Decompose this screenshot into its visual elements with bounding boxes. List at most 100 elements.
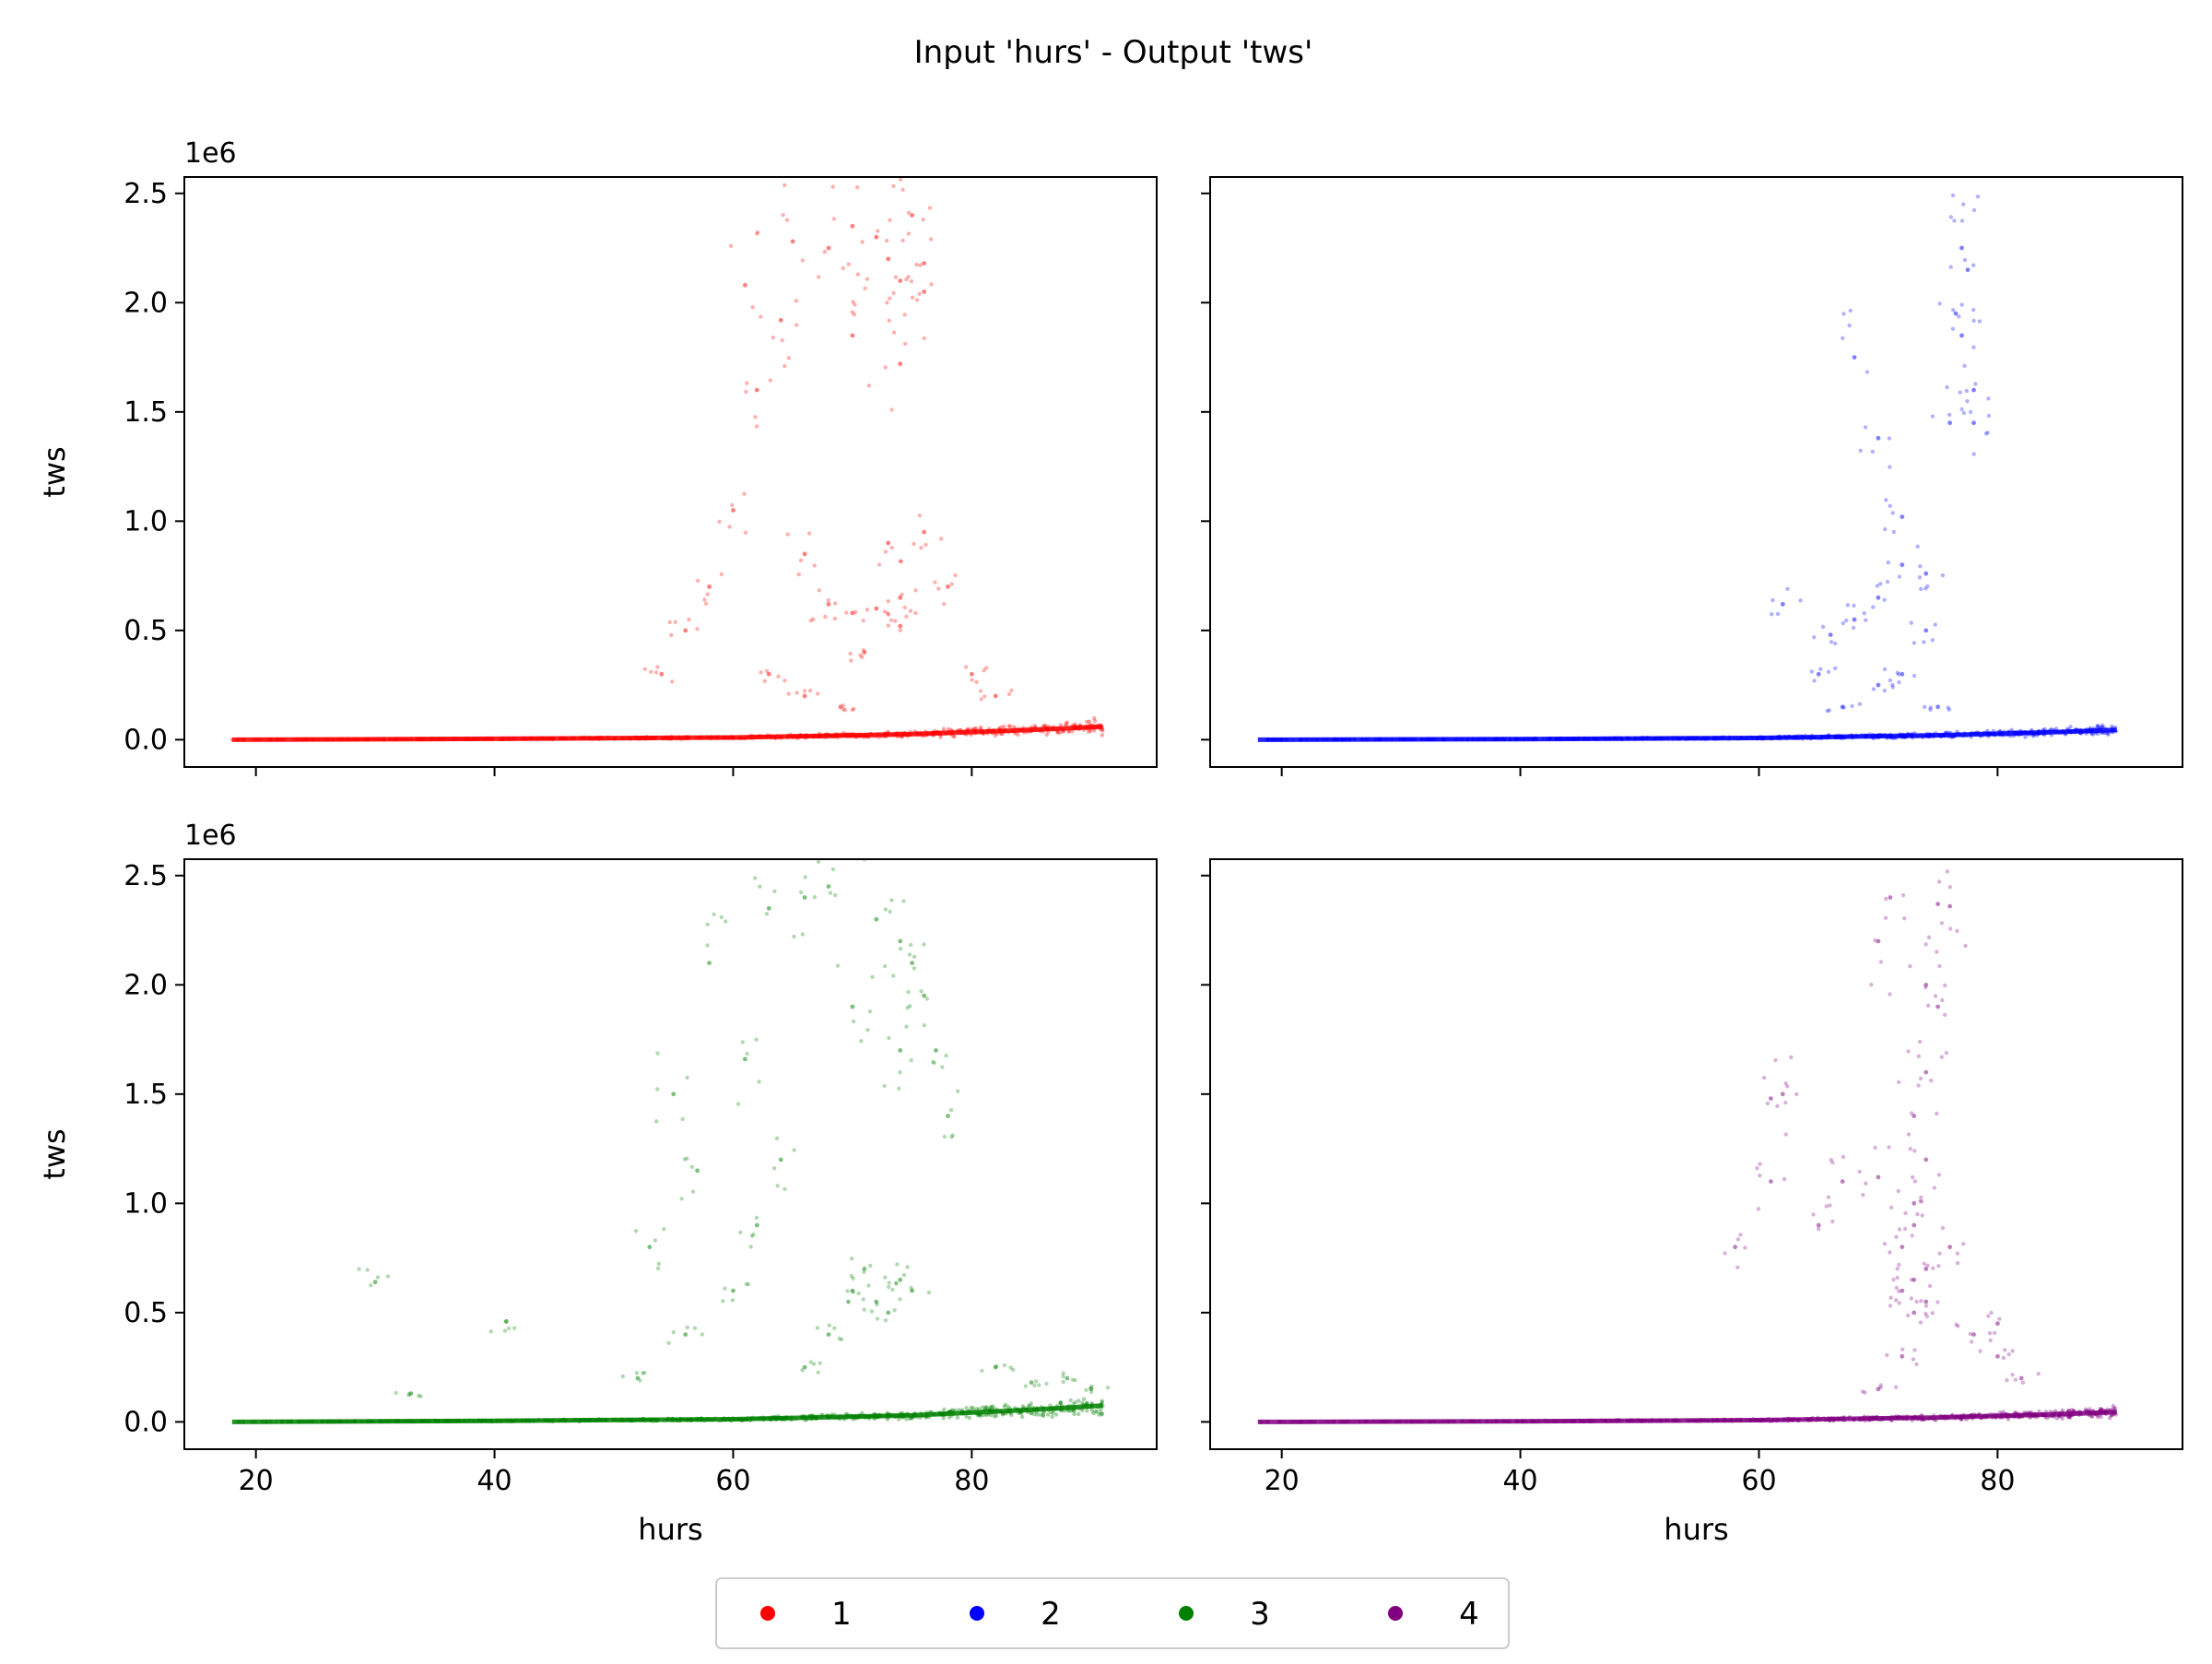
data-point — [1775, 611, 1781, 617]
data-point — [1095, 1410, 1100, 1414]
data-point — [758, 884, 762, 889]
data-point — [1876, 1174, 1881, 1180]
data-point — [1897, 574, 1902, 579]
data-point — [918, 263, 923, 267]
data-point — [666, 1340, 671, 1346]
data-point — [730, 502, 735, 508]
data-point — [1873, 1145, 1877, 1151]
data-point — [1962, 257, 1968, 263]
data-point — [898, 1297, 902, 1302]
data-point — [909, 1285, 913, 1291]
data-point — [2091, 732, 2096, 737]
data-point — [771, 336, 775, 340]
data-point — [1946, 705, 1950, 710]
data-point — [1029, 1401, 1033, 1406]
data-point — [980, 1368, 984, 1374]
data-point — [656, 1261, 662, 1267]
data-point — [927, 206, 933, 210]
data-point — [1900, 1288, 1905, 1293]
data-point — [1785, 1084, 1790, 1089]
data-point — [874, 234, 879, 240]
data-point — [782, 679, 787, 683]
data-point — [357, 1267, 361, 1271]
data-point — [1876, 1387, 1881, 1392]
data-point — [685, 1325, 689, 1330]
data-point — [817, 588, 821, 593]
data-point — [1068, 1409, 1073, 1413]
data-point — [984, 666, 989, 670]
data-point — [1006, 1404, 1011, 1410]
data-point — [503, 1319, 508, 1324]
data-point — [689, 1164, 694, 1170]
data-point — [1003, 1402, 1008, 1408]
x-tick-label: 60 — [715, 1465, 750, 1497]
data-point — [1891, 1277, 1896, 1282]
data-point — [1917, 1039, 1923, 1044]
data-point — [909, 279, 914, 284]
data-point — [778, 1157, 783, 1162]
data-point — [1945, 384, 1949, 390]
panel-bottom-right: 20 40 60 80 hurs — [1201, 858, 2183, 1547]
data-point — [984, 1404, 989, 1410]
data-point — [905, 1265, 910, 1269]
data-point — [750, 305, 755, 310]
data-point — [768, 378, 772, 383]
series-4-points — [1257, 869, 2118, 1424]
data-point — [1906, 1132, 1912, 1137]
data-point — [2060, 1408, 2065, 1413]
data-point — [863, 286, 867, 290]
data-point — [1971, 1332, 1976, 1337]
data-point — [924, 542, 928, 548]
data-point — [1912, 1149, 1917, 1153]
data-point — [860, 240, 865, 244]
data-point — [897, 1086, 901, 1092]
data-point — [759, 670, 763, 675]
data-point — [898, 278, 903, 283]
data-point — [849, 658, 853, 663]
data-point — [1073, 1377, 1077, 1383]
data-point — [1918, 1320, 1924, 1325]
data-point — [1944, 1050, 1949, 1056]
data-point — [1100, 1399, 1105, 1405]
data-point — [1027, 1403, 1031, 1409]
data-point — [1911, 1357, 1916, 1362]
data-point — [1928, 705, 1933, 710]
data-point — [771, 1166, 777, 1171]
data-point — [1011, 1367, 1016, 1373]
data-point — [764, 912, 770, 916]
data-point — [979, 697, 983, 702]
data-point — [1085, 1400, 1089, 1405]
data-point — [906, 275, 911, 279]
data-point — [738, 1230, 743, 1235]
series-1-points — [229, 177, 1105, 742]
data-point — [662, 1227, 666, 1232]
data-point — [1755, 1166, 1759, 1171]
data-point — [1782, 1176, 1787, 1182]
data-point — [950, 1133, 956, 1138]
data-point — [850, 1288, 855, 1293]
data-point — [1919, 586, 1924, 592]
data-point — [889, 545, 894, 550]
data-point — [908, 942, 913, 948]
data-point — [838, 704, 843, 710]
data-point — [917, 513, 923, 518]
data-point — [1930, 1311, 1935, 1316]
data-point — [842, 708, 848, 713]
data-point — [901, 1272, 907, 1278]
data-point — [1092, 728, 1097, 733]
data-point — [934, 1048, 938, 1053]
data-point — [1085, 719, 1089, 725]
data-point — [2001, 1410, 2006, 1414]
data-point — [1900, 1353, 1905, 1359]
data-point — [898, 628, 902, 632]
data-point — [898, 1070, 902, 1075]
data-point — [886, 612, 891, 617]
data-point — [949, 1408, 955, 1412]
data-point — [1903, 1210, 1908, 1216]
data-point — [1914, 1362, 1919, 1367]
data-point — [859, 1039, 864, 1044]
data-point — [753, 876, 758, 880]
data-point — [1883, 526, 1888, 532]
data-point — [1936, 1264, 1941, 1269]
data-point — [724, 919, 728, 924]
